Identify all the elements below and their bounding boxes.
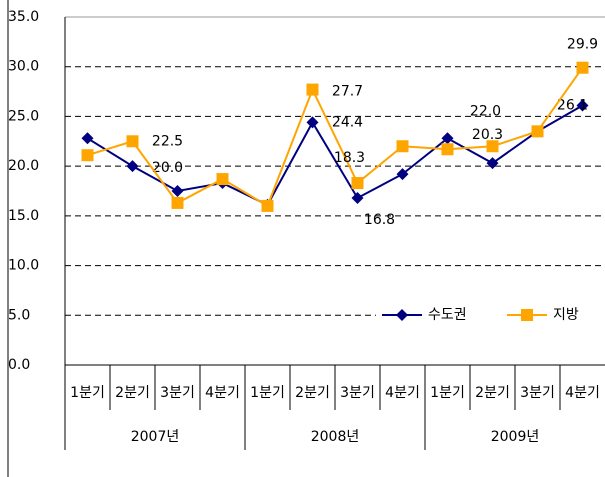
marker bbox=[216, 173, 229, 186]
data-label: 27.7 bbox=[332, 84, 363, 100]
group-label: 2007년 bbox=[131, 429, 180, 445]
marker bbox=[306, 116, 319, 129]
x-tick-label: 4분기 bbox=[565, 385, 600, 401]
marker bbox=[126, 135, 139, 148]
series-line bbox=[86, 104, 583, 207]
marker bbox=[396, 168, 409, 181]
data-label: 18.3 bbox=[334, 150, 365, 166]
marker bbox=[531, 125, 544, 138]
marker bbox=[171, 196, 184, 209]
y-tick-label: 35.0 bbox=[8, 9, 39, 25]
marker bbox=[486, 140, 499, 153]
series-line bbox=[87, 67, 584, 208]
marker bbox=[171, 185, 184, 197]
legend-label: 수도권 bbox=[428, 307, 467, 323]
data-label: 22.5 bbox=[152, 133, 183, 149]
x-tick-label: 3분기 bbox=[340, 385, 375, 401]
x-tick-label: 4분기 bbox=[385, 385, 420, 401]
y-tick-label: 5.0 bbox=[8, 307, 30, 323]
x-tick-label: 1분기 bbox=[430, 385, 465, 401]
marker bbox=[81, 132, 94, 145]
marker bbox=[351, 191, 364, 204]
data-label: 29.9 bbox=[567, 37, 598, 53]
x-tick-label: 3분기 bbox=[160, 385, 195, 401]
legend-label: 지방 bbox=[553, 307, 579, 323]
legend-marker bbox=[521, 309, 533, 321]
marker bbox=[351, 177, 364, 190]
marker bbox=[306, 83, 319, 96]
data-label: 20.3 bbox=[472, 127, 503, 143]
x-tick-label: 1분기 bbox=[70, 385, 105, 401]
x-tick-label: 2분기 bbox=[115, 385, 150, 401]
y-tick-label: 10.0 bbox=[8, 258, 39, 274]
y-tick-label: 30.0 bbox=[8, 59, 39, 75]
marker bbox=[576, 61, 589, 74]
data-label: 16.8 bbox=[364, 212, 395, 228]
x-tick-label: 1분기 bbox=[250, 385, 285, 401]
marker bbox=[261, 199, 274, 212]
group-label: 2009년 bbox=[491, 429, 540, 445]
x-tick-label: 2분기 bbox=[475, 385, 510, 401]
y-tick-label: 15.0 bbox=[8, 208, 39, 224]
data-label: 22.0 bbox=[470, 103, 501, 119]
data-label: 24.4 bbox=[332, 114, 363, 130]
marker bbox=[81, 149, 94, 162]
marker bbox=[441, 143, 454, 156]
group-label: 2008년 bbox=[311, 429, 360, 445]
marker bbox=[441, 132, 454, 145]
marker bbox=[126, 160, 139, 173]
marker bbox=[396, 140, 409, 153]
x-tick-label: 4분기 bbox=[205, 385, 240, 401]
x-tick-label: 2분기 bbox=[295, 385, 330, 401]
y-tick-label: 0.0 bbox=[8, 357, 30, 373]
data-label: 26.1 bbox=[557, 97, 588, 113]
legend-marker bbox=[396, 309, 408, 321]
y-tick-label: 25.0 bbox=[8, 108, 39, 124]
data-label: 20.0 bbox=[152, 160, 183, 176]
marker bbox=[486, 157, 499, 170]
marker bbox=[576, 99, 589, 112]
x-tick-label: 3분기 bbox=[520, 385, 555, 401]
y-tick-label: 20.0 bbox=[8, 158, 39, 174]
